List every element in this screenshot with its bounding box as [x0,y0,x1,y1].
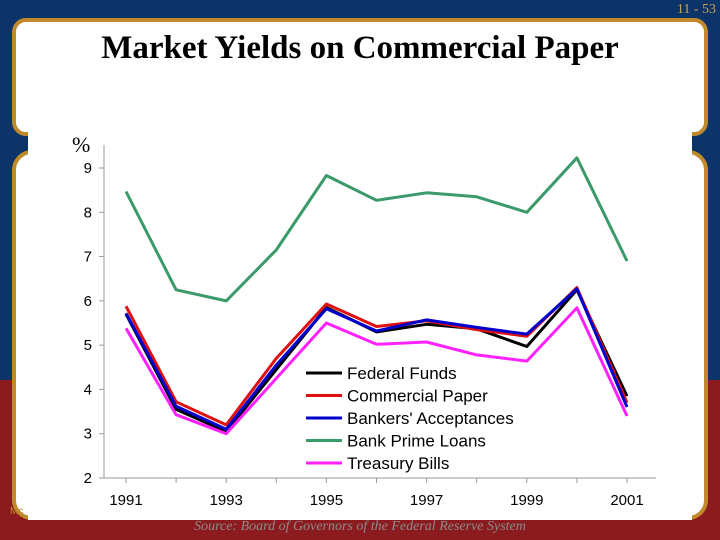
y-tick-label: 6 [84,293,92,310]
y-tick-label: 3 [84,426,92,443]
y-tick-label: 8 [84,204,92,221]
left-footer-text: Mc [10,506,24,517]
x-tick-label: 1993 [210,492,243,509]
series-line-treasury-bills [124,306,629,436]
source-note: Source: Board of Governors of the Federa… [194,519,526,534]
x-tick-label: 1995 [310,492,343,509]
page-number: 11 - 53 [676,2,716,17]
y-unit-label: % [72,132,91,157]
legend-label-bank-prime-loans: Bank Prime Loans [347,432,486,451]
slide-title: Market Yields on Commercial Paper [101,30,619,66]
legend-label-federal-funds: Federal Funds [347,364,457,383]
legend-label-commercial-paper: Commercial Paper [347,387,488,406]
legend-label-treasury-bills: Treasury Bills [347,454,449,473]
x-tick-label: 2001 [610,492,643,509]
x-tick-label: 1999 [510,492,543,509]
y-tick-label: 9 [84,160,92,177]
legend-label-bankers-acceptances: Bankers' Acceptances [347,409,514,428]
y-tick-label: 4 [84,381,92,398]
series-line-bank-prime-loans [124,156,629,303]
y-tick-label: 2 [84,470,92,487]
content-panel [28,22,692,520]
y-tick-label: 5 [84,337,92,354]
x-tick-label: 1997 [410,492,443,509]
y-tick-label: 7 [84,249,92,266]
series-line-bankers-acceptances [124,287,629,431]
x-tick-label: 1991 [109,492,142,509]
